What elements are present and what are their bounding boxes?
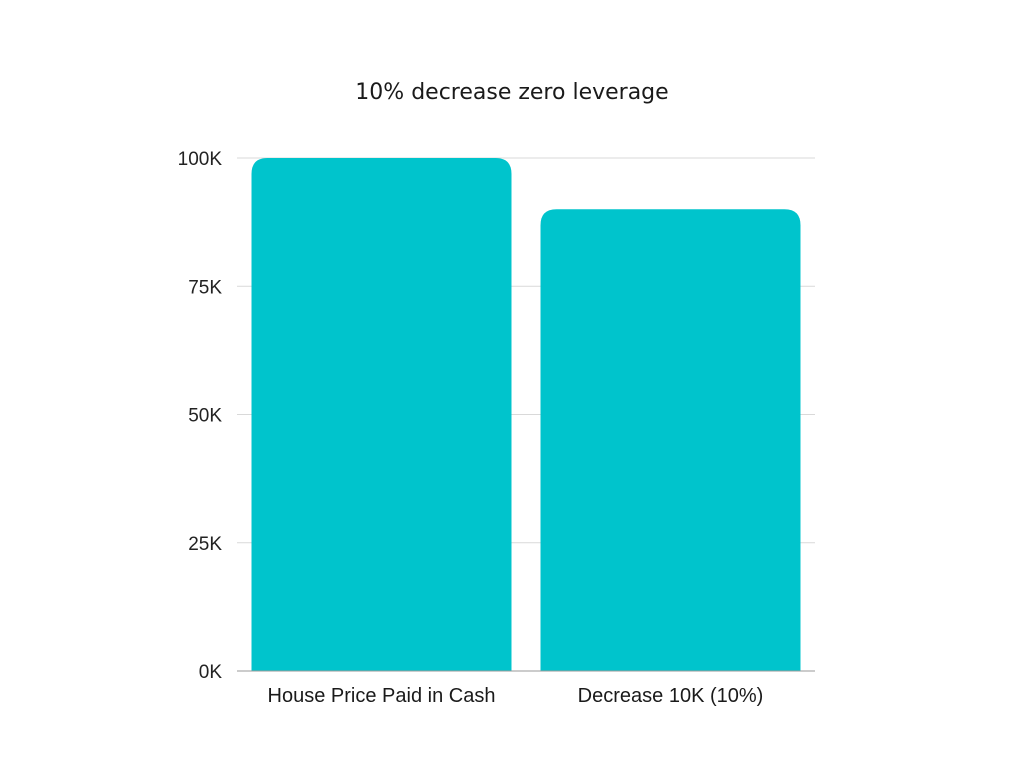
y-tick-label: 100K [178, 149, 223, 170]
x-category-label: House Price Paid in Cash [268, 685, 496, 707]
chart-title: 10% decrease zero leverage [355, 80, 668, 105]
y-tick-label: 50K [188, 406, 222, 427]
y-tick-label: 0K [199, 662, 223, 683]
bars [251, 158, 801, 672]
bar [251, 158, 512, 671]
y-tick-label: 75K [188, 277, 222, 298]
x-category-label: Decrease 10K (10%) [578, 685, 764, 707]
y-axis-ticks: 0K 25K 50K 75K 100K [178, 149, 223, 683]
y-tick-label: 25K [188, 534, 222, 555]
x-axis-categories: House Price Paid in Cash Decrease 10K (10… [268, 685, 764, 707]
bar [540, 209, 801, 672]
